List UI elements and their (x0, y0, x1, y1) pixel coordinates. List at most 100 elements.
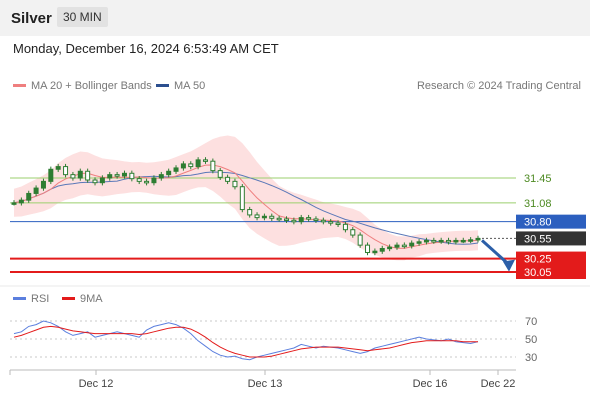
candle-body (144, 180, 150, 184)
ma20-line (13, 164, 479, 249)
candle-body (166, 170, 172, 176)
x-label-1: Dec 13 (248, 378, 283, 390)
candle-body (291, 219, 297, 223)
candle-body (70, 174, 76, 179)
rsi-tick-70: 70 (525, 316, 537, 328)
candle-body (431, 239, 437, 243)
legend-ma-bb: MA 20 + Bollinger Bands (13, 80, 152, 92)
candle-body (372, 250, 378, 254)
legend-ma50: MA 50 (156, 80, 205, 92)
candle-body (254, 214, 260, 219)
legend-rsi: RSI (13, 293, 49, 305)
candle-body (401, 244, 407, 248)
rsi-tick-50: 50 (525, 334, 537, 346)
report-datetime: Monday, December 16, 2024 6:53:49 AM CET (13, 41, 279, 56)
candle-body (40, 180, 46, 189)
candle-body (158, 174, 164, 179)
candle-body (306, 217, 312, 220)
candle-body (225, 176, 231, 182)
candle-body (394, 244, 400, 248)
candle-body (387, 246, 393, 250)
candle-body (173, 167, 179, 172)
candle-body (136, 178, 142, 182)
candle-body (409, 242, 415, 247)
rsi-swatch (13, 296, 26, 300)
level-label-3: 30.55 (524, 233, 552, 245)
legend-ma50-label: MA 50 (174, 80, 206, 92)
candle-body (357, 234, 363, 246)
forecast-arrow (481, 239, 510, 266)
candle-body (188, 163, 194, 168)
candle-body (48, 168, 54, 182)
candle-body (446, 239, 452, 243)
candle-body (114, 174, 120, 177)
candle-body (107, 174, 113, 179)
candle-body (475, 237, 481, 241)
candle-body (261, 215, 267, 219)
candle-body (460, 239, 466, 243)
candle-body (151, 177, 157, 184)
candle-body (247, 209, 253, 216)
level-label-1: 31.08 (524, 198, 552, 210)
candle-body (180, 163, 186, 169)
candle-body (232, 180, 238, 188)
candle-body (438, 239, 444, 243)
chart-header: Silver 30 MIN (0, 0, 590, 36)
symbol-title: Silver (11, 10, 52, 27)
ma20-swatch (13, 83, 26, 87)
candle-body (55, 166, 61, 170)
candle-body (77, 170, 83, 179)
legend-9ma: 9MA (62, 293, 103, 305)
x-label-3: Dec 22 (481, 378, 516, 390)
candle-body (284, 218, 290, 221)
candle-body (298, 217, 304, 223)
level-tag-bg (516, 251, 586, 266)
rsi-tick-30: 30 (525, 352, 537, 364)
candle-body (129, 172, 135, 180)
candle-body (99, 177, 105, 184)
candle-body (379, 248, 385, 252)
candle-body (350, 229, 356, 236)
candle-body (33, 187, 39, 194)
level-label-2: 30.80 (524, 217, 552, 229)
candle-body (26, 192, 32, 201)
level-label-4: 30.25 (524, 254, 552, 266)
candle-body (121, 172, 127, 177)
x-label-2: Dec 16 (413, 378, 448, 390)
ma50-line (13, 171, 479, 245)
ma50-swatch (156, 83, 169, 87)
bollinger-band (14, 135, 478, 261)
candle-body (468, 239, 474, 242)
candle-body (195, 159, 201, 168)
candle-body (320, 219, 326, 223)
credit-text: Research © 2024 Trading Central (416, 80, 581, 92)
legend-rsi-label: RSI (31, 293, 50, 305)
candle-body (92, 179, 98, 184)
candle-body (18, 199, 24, 204)
candle-body (239, 186, 245, 211)
rsi-ma-swatch (62, 296, 75, 300)
candle-body (335, 222, 341, 225)
candle-body (85, 170, 91, 181)
candle-body (365, 244, 371, 254)
candle-body (217, 170, 223, 178)
timeframe-badge[interactable]: 30 MIN (57, 7, 108, 27)
candle-body (453, 239, 459, 243)
level-tag-bg (516, 214, 586, 229)
candle-body (416, 241, 422, 244)
candle-body (342, 223, 348, 231)
rsi-ma-line (13, 325, 478, 358)
candle-body (202, 159, 208, 162)
level-tag-bg (516, 231, 586, 246)
legend-ma-bb-label: MA 20 + Bollinger Bands (31, 80, 152, 92)
legend-9ma-label: 9MA (80, 293, 103, 305)
forecast-arrow-head (503, 259, 515, 272)
candle-body (313, 218, 319, 221)
level-label-0: 31.45 (524, 173, 552, 185)
candle-body (210, 160, 216, 172)
rsi-line (13, 320, 479, 361)
candle-body (269, 215, 275, 219)
candle-body (328, 221, 334, 224)
candle-body (423, 239, 429, 243)
